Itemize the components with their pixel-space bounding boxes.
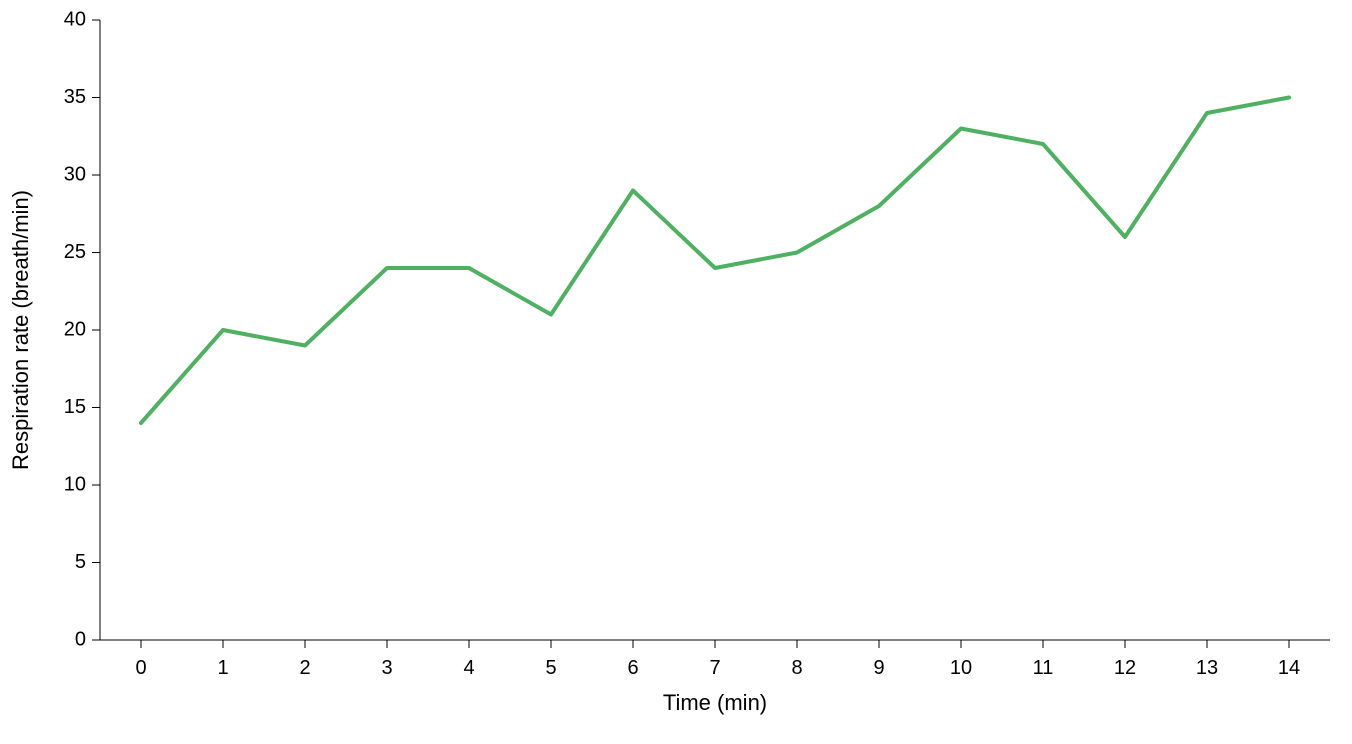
x-tick-label: 13 bbox=[1196, 657, 1218, 679]
line-chart: 051015202530354001234567891011121314Time… bbox=[0, 0, 1352, 744]
x-tick-label: 5 bbox=[545, 657, 556, 679]
y-tick-label: 30 bbox=[64, 163, 86, 185]
y-tick-label: 5 bbox=[75, 551, 86, 573]
y-tick-label: 40 bbox=[64, 8, 86, 30]
x-tick-label: 2 bbox=[299, 657, 310, 679]
y-tick-label: 35 bbox=[64, 86, 86, 108]
x-tick-label: 11 bbox=[1033, 657, 1054, 679]
x-tick-label: 6 bbox=[627, 657, 638, 679]
x-tick-label: 3 bbox=[381, 657, 392, 679]
y-axis-title: Respiration rate (breath/min) bbox=[8, 190, 33, 470]
x-tick-label: 4 bbox=[463, 657, 474, 679]
x-tick-label: 14 bbox=[1278, 657, 1300, 679]
y-tick-label: 15 bbox=[64, 396, 86, 418]
x-tick-label: 8 bbox=[791, 657, 802, 679]
x-tick-label: 12 bbox=[1114, 657, 1136, 679]
x-axis-title: Time (min) bbox=[663, 690, 767, 715]
x-tick-label: 1 bbox=[217, 657, 228, 679]
y-tick-label: 10 bbox=[64, 473, 86, 495]
y-tick-label: 20 bbox=[64, 318, 86, 340]
x-tick-label: 7 bbox=[709, 657, 720, 679]
x-tick-label: 0 bbox=[135, 657, 146, 679]
series-line-respiration bbox=[141, 98, 1289, 424]
chart-container: 051015202530354001234567891011121314Time… bbox=[0, 0, 1352, 744]
y-tick-label: 25 bbox=[64, 241, 86, 263]
x-tick-label: 9 bbox=[873, 657, 884, 679]
y-tick-label: 0 bbox=[75, 628, 86, 650]
x-tick-label: 10 bbox=[950, 657, 972, 679]
